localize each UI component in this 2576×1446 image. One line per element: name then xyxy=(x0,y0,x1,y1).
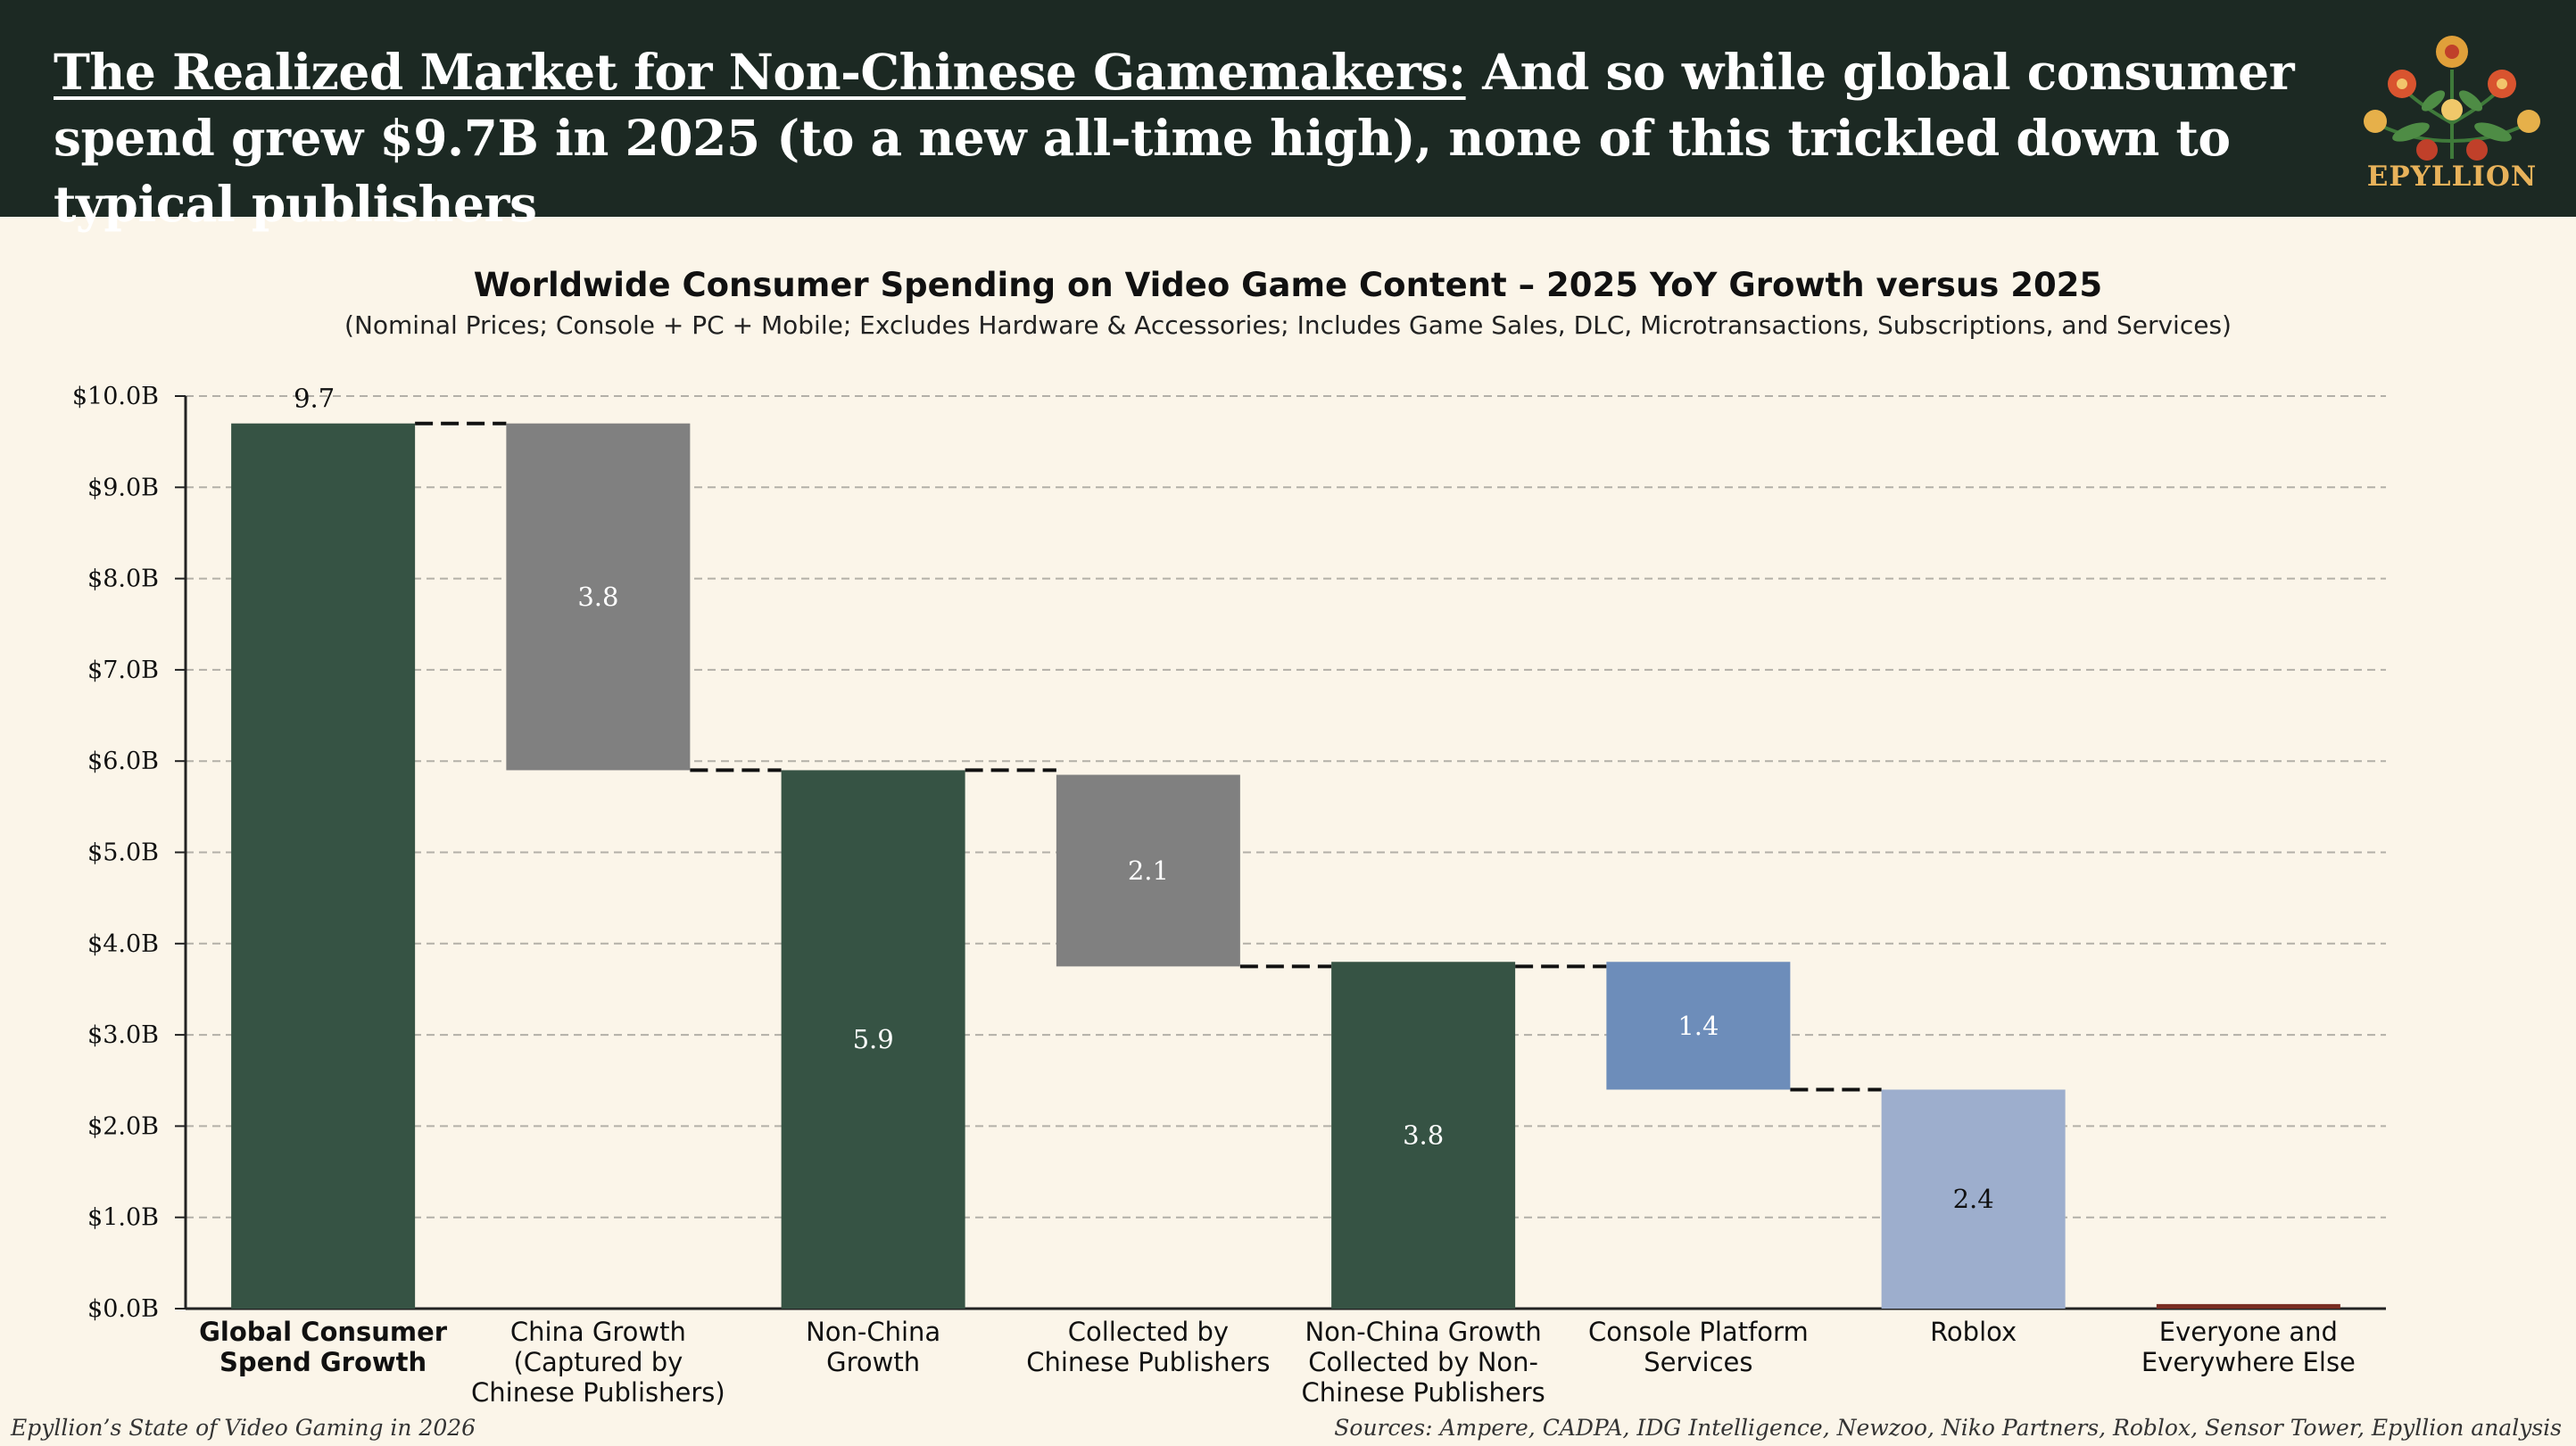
bar-5 xyxy=(1606,962,1791,1090)
category-label: (Captured by xyxy=(513,1347,683,1377)
category-label: China Growth xyxy=(510,1317,686,1347)
y-tick-label: $7.0B xyxy=(87,657,159,684)
bar-4 xyxy=(1331,962,1516,1309)
category-label: Everywhere Else xyxy=(2141,1347,2356,1377)
category-label: Chinese Publishers xyxy=(1026,1347,1270,1377)
bar-7 xyxy=(2156,1303,2340,1309)
bar-value-label: 9.7 xyxy=(294,384,335,414)
y-tick-label: $3.0B xyxy=(87,1021,159,1049)
category-label: Spend Growth xyxy=(219,1347,427,1377)
chart-subtitle: (Nominal Prices; Console + PC + Mobile; … xyxy=(344,310,2232,340)
category-label: Console Platform xyxy=(1588,1317,1809,1347)
y-tick-label: $6.0B xyxy=(87,748,159,775)
headline-rest: And so while global consumer spend grew … xyxy=(54,43,2295,233)
y-tick-label: $5.0B xyxy=(87,839,159,867)
bar-value-label: 3.8 xyxy=(577,582,618,612)
y-tick-label: $2.0B xyxy=(87,1112,159,1140)
category-label: Chinese Publishers xyxy=(1301,1377,1545,1408)
bar-value-label: 2.1 xyxy=(1128,855,1169,886)
y-tick-label: $1.0B xyxy=(87,1204,159,1232)
category-label: Services xyxy=(1644,1347,1752,1377)
category-label: Collected by Non- xyxy=(1308,1347,1538,1377)
y-tick-label: $8.0B xyxy=(87,566,159,593)
category-label: Roblox xyxy=(1930,1317,2017,1347)
logo-wordmark: EPYLLION xyxy=(2366,161,2538,193)
y-tick-label: $9.0B xyxy=(87,474,159,501)
bar-value-label: 2.4 xyxy=(1953,1184,1994,1214)
bar-1 xyxy=(506,423,691,771)
bar-6 xyxy=(1881,1089,2066,1309)
bar-value-label: 3.8 xyxy=(1403,1120,1444,1151)
category-label: Non-China xyxy=(806,1317,940,1347)
footer-sources: Sources: Ampere, CADPA, IDG Intelligence… xyxy=(1334,1415,2562,1441)
headline-lead: The Realized Market for Non-Chinese Game… xyxy=(54,43,1466,101)
chart-title: Worldwide Consumer Spending on Video Gam… xyxy=(473,266,2103,304)
header-banner xyxy=(0,0,2576,217)
bar-0 xyxy=(231,423,416,1309)
category-label: Everyone and xyxy=(2159,1317,2338,1347)
headline: The Realized Market for Non-Chinese Game… xyxy=(54,39,2356,237)
bar-3 xyxy=(1056,774,1240,967)
y-tick-label: $10.0B xyxy=(72,383,159,410)
category-label: Collected by xyxy=(1068,1317,1229,1347)
y-tick-label: $4.0B xyxy=(87,930,159,958)
bar-value-label: 1.4 xyxy=(1677,1011,1719,1041)
category-label: Growth xyxy=(826,1347,920,1377)
category-label: Non-China Growth xyxy=(1305,1317,1541,1347)
category-label: Chinese Publishers) xyxy=(471,1377,725,1408)
bar-value-label: 5.9 xyxy=(853,1024,894,1054)
epyllion-floral-logo-icon xyxy=(2364,36,2540,161)
footer-source-left: Epyllion’s State of Video Gaming in 2026 xyxy=(11,1415,476,1441)
bar-2 xyxy=(781,770,965,1309)
y-tick-label: $0.0B xyxy=(87,1295,159,1323)
category-label: Global Consumer xyxy=(199,1317,448,1347)
